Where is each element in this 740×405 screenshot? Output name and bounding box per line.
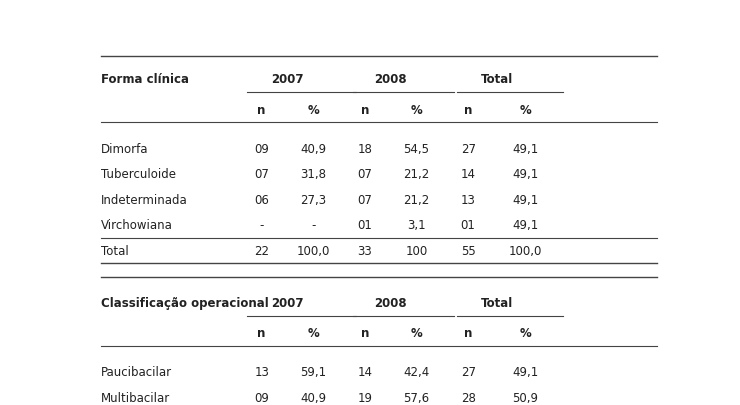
Text: 07: 07 (357, 168, 372, 181)
Text: 14: 14 (357, 365, 372, 378)
Text: 07: 07 (357, 193, 372, 206)
Text: 2007: 2007 (272, 73, 303, 86)
Text: 57,6: 57,6 (403, 391, 430, 404)
Text: 40,9: 40,9 (300, 142, 326, 155)
Text: Multibacilar: Multibacilar (101, 391, 170, 404)
Text: %: % (411, 326, 423, 339)
Text: Paucibacilar: Paucibacilar (101, 365, 172, 378)
Text: 27: 27 (460, 365, 476, 378)
Text: 01: 01 (357, 219, 372, 232)
Text: 01: 01 (461, 219, 476, 232)
Text: -: - (260, 219, 264, 232)
Text: 2008: 2008 (374, 73, 407, 86)
Text: 49,1: 49,1 (512, 219, 539, 232)
Text: 59,1: 59,1 (300, 365, 326, 378)
Text: %: % (307, 104, 319, 117)
Text: 42,4: 42,4 (403, 365, 430, 378)
Text: Tuberculoide: Tuberculoide (101, 168, 176, 181)
Text: 49,1: 49,1 (512, 168, 539, 181)
Text: n: n (464, 326, 472, 339)
Text: 54,5: 54,5 (403, 142, 429, 155)
Text: 33: 33 (357, 245, 372, 258)
Text: 07: 07 (255, 168, 269, 181)
Text: 27: 27 (460, 142, 476, 155)
Text: -: - (311, 219, 315, 232)
Text: 21,2: 21,2 (403, 168, 430, 181)
Text: 2008: 2008 (374, 296, 407, 309)
Text: 49,1: 49,1 (512, 193, 539, 206)
Text: 19: 19 (357, 391, 372, 404)
Text: 2007: 2007 (272, 296, 303, 309)
Text: Forma clínica: Forma clínica (101, 73, 189, 86)
Text: 49,1: 49,1 (512, 365, 539, 378)
Text: Total: Total (101, 245, 129, 258)
Text: n: n (360, 326, 369, 339)
Text: 06: 06 (255, 193, 269, 206)
Text: 13: 13 (461, 193, 476, 206)
Text: %: % (307, 326, 319, 339)
Text: 49,1: 49,1 (512, 142, 539, 155)
Text: 22: 22 (254, 245, 269, 258)
Text: 100,0: 100,0 (509, 245, 542, 258)
Text: n: n (258, 326, 266, 339)
Text: 13: 13 (255, 365, 269, 378)
Text: 09: 09 (255, 391, 269, 404)
Text: 31,8: 31,8 (300, 168, 326, 181)
Text: 100: 100 (406, 245, 428, 258)
Text: %: % (411, 104, 423, 117)
Text: Indeterminada: Indeterminada (101, 193, 188, 206)
Text: 55: 55 (461, 245, 476, 258)
Text: Classificação operacional: Classificação operacional (101, 296, 269, 309)
Text: Virchowiana: Virchowiana (101, 219, 173, 232)
Text: n: n (360, 104, 369, 117)
Text: %: % (519, 326, 531, 339)
Text: n: n (464, 104, 472, 117)
Text: 28: 28 (461, 391, 476, 404)
Text: 27,3: 27,3 (300, 193, 326, 206)
Text: Total: Total (481, 296, 513, 309)
Text: 100,0: 100,0 (297, 245, 330, 258)
Text: Total: Total (481, 73, 513, 86)
Text: n: n (258, 104, 266, 117)
Text: 40,9: 40,9 (300, 391, 326, 404)
Text: 14: 14 (460, 168, 476, 181)
Text: 21,2: 21,2 (403, 193, 430, 206)
Text: Dimorfa: Dimorfa (101, 142, 149, 155)
Text: %: % (519, 104, 531, 117)
Text: 18: 18 (357, 142, 372, 155)
Text: 50,9: 50,9 (513, 391, 539, 404)
Text: 3,1: 3,1 (407, 219, 426, 232)
Text: 09: 09 (255, 142, 269, 155)
